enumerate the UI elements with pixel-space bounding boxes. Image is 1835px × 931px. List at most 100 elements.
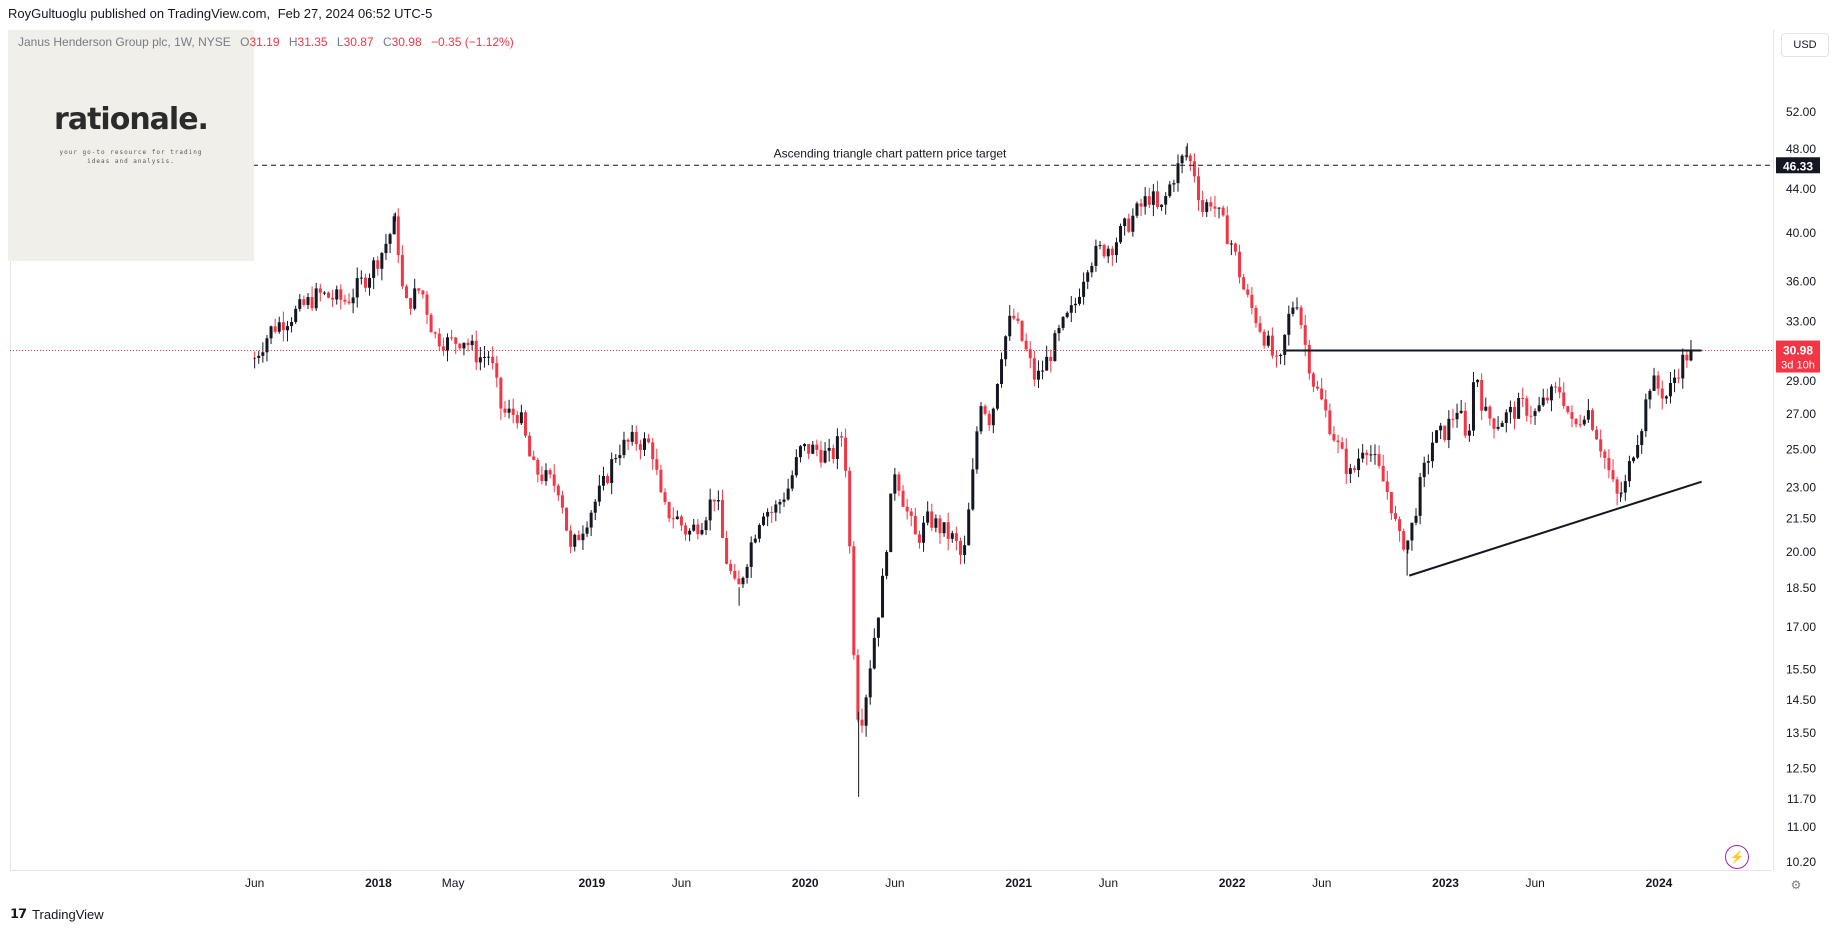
chart-pane[interactable] — [10, 30, 1771, 871]
candle-body — [285, 326, 289, 331]
candle-body — [1447, 418, 1451, 441]
candle-body — [950, 533, 954, 539]
logo-tagline-line1: your go-to resource for trading — [59, 149, 203, 156]
candle-body — [975, 431, 979, 470]
candle-body — [1398, 519, 1402, 532]
candle-body — [1016, 318, 1020, 321]
candle-body — [1320, 388, 1324, 400]
candle-body — [872, 637, 876, 669]
candle-body — [1344, 448, 1348, 474]
last-price-badge — [1776, 340, 1820, 373]
candle-body — [901, 490, 905, 507]
candle-body — [1086, 272, 1090, 282]
candle-body — [368, 277, 372, 288]
candle-body — [1106, 248, 1110, 257]
candle-body — [1114, 242, 1118, 256]
candle-body — [482, 356, 486, 358]
candle-body — [511, 408, 515, 416]
candle-body — [1065, 312, 1069, 318]
candle-body — [560, 495, 564, 508]
candle-body — [429, 314, 433, 333]
candle-body — [1209, 202, 1213, 207]
candle-body — [1311, 373, 1315, 387]
logo-wordmark: rationale. — [54, 102, 209, 137]
price-axis-tick: 40.00 — [1786, 226, 1816, 240]
candle-body — [868, 668, 872, 698]
candle-body — [1160, 204, 1164, 207]
open-value: 31.19 — [249, 35, 280, 49]
time-axis-tick: Jun — [1099, 876, 1118, 890]
candle-body — [1603, 451, 1607, 458]
candle-body — [1352, 468, 1356, 471]
candle-body — [376, 260, 380, 269]
candle-body — [593, 501, 597, 513]
candle-body — [1463, 410, 1467, 436]
candle-body — [606, 475, 610, 483]
candle-body — [729, 563, 733, 571]
candle-body — [1233, 243, 1237, 252]
candle-body — [1619, 492, 1623, 494]
candle-body — [1615, 479, 1619, 494]
candle-body — [1361, 452, 1365, 459]
candle-body — [1586, 410, 1590, 420]
candle-body — [1004, 336, 1008, 360]
candle-body — [487, 356, 491, 358]
candle-body — [1192, 161, 1196, 177]
candle-body — [835, 436, 839, 459]
candle-body — [458, 343, 462, 349]
candle-body — [454, 337, 458, 344]
candle-body — [860, 719, 864, 726]
candle-body — [1061, 317, 1065, 328]
candle-body — [930, 511, 934, 528]
publisher-name: RoyGultuoglu published on TradingView.co… — [8, 6, 271, 21]
candle-body — [507, 408, 511, 413]
candle-body — [392, 216, 396, 235]
candle-body — [897, 474, 901, 491]
candle-body — [1274, 355, 1278, 357]
publish-datetime: Feb 27, 2024 06:52 UTC-5 — [277, 6, 433, 21]
candle-body — [987, 413, 991, 426]
candle-body — [848, 470, 852, 547]
candle-body — [716, 500, 720, 502]
candle-body — [569, 530, 573, 547]
candle-body — [1012, 315, 1016, 319]
candle-body — [1492, 418, 1496, 429]
candle-body — [536, 459, 540, 475]
candle-body — [294, 308, 298, 322]
candle-body — [1525, 398, 1529, 416]
candle-body — [1172, 183, 1176, 185]
time-axis-tick: May — [442, 876, 465, 890]
candle-body — [1147, 196, 1151, 205]
time-axis-tick: 2019 — [578, 876, 605, 890]
bolt-icon[interactable]: ⚡ — [1725, 845, 1749, 869]
candle-body — [983, 406, 987, 414]
candle-body — [1336, 440, 1340, 443]
currency-button[interactable]: USD — [1781, 33, 1829, 57]
candle-body — [979, 406, 983, 432]
candle-body — [1324, 399, 1328, 411]
candle-body — [1131, 215, 1135, 232]
footer-brand[interactable]: 𝟭𝟳 TradingView — [10, 906, 104, 922]
candle-body — [1406, 540, 1410, 550]
candle-body — [696, 524, 700, 535]
candle-body — [1677, 377, 1681, 379]
candle-body — [1024, 340, 1028, 350]
candle-body — [1574, 418, 1578, 425]
candle-body — [269, 326, 273, 339]
candle-body — [1660, 388, 1664, 399]
close-value: 30.98 — [391, 35, 422, 49]
candle-body — [1529, 415, 1533, 417]
candle-body — [1480, 379, 1484, 411]
candle-body — [1332, 434, 1336, 441]
candle-body — [831, 447, 835, 459]
chart-settings-icon[interactable]: ⚙ — [1790, 878, 1802, 892]
candle-body — [1517, 398, 1521, 419]
candle-body — [421, 290, 425, 295]
candle-body — [733, 570, 737, 579]
candle-body — [655, 459, 659, 470]
candle-body — [1201, 200, 1205, 212]
candle-body — [277, 322, 281, 332]
candle-body — [745, 566, 749, 578]
candle-body — [257, 355, 261, 358]
candle-body — [601, 475, 605, 486]
